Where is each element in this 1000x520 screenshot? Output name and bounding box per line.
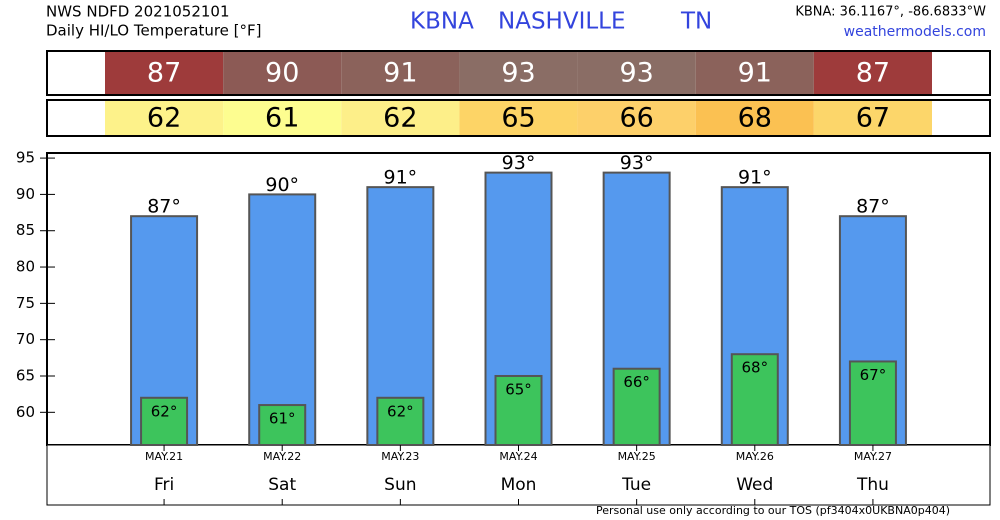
cell-value: 67 xyxy=(856,103,890,134)
y-tick-label: 95 xyxy=(16,149,35,167)
day-label: Sat xyxy=(268,475,296,495)
cell-value: 62 xyxy=(383,103,417,134)
lo-bar xyxy=(730,353,779,446)
cell-value: 91 xyxy=(383,58,417,89)
value-label: 62° xyxy=(387,402,414,420)
day-label: Thu xyxy=(856,475,889,495)
value-label: 62° xyxy=(151,402,178,420)
cell-value: 90 xyxy=(265,58,299,89)
value-label: 68° xyxy=(741,359,768,377)
x-tick-label: MAY.27 xyxy=(854,450,892,463)
cell xyxy=(459,101,578,135)
y-tick-label: 75 xyxy=(16,294,35,312)
cell xyxy=(105,52,224,94)
value-label: 93° xyxy=(620,152,654,174)
hi-bar xyxy=(248,193,317,446)
chart-title: NWS NDFD 2021052101 xyxy=(46,3,230,21)
value-label: 61° xyxy=(269,410,296,428)
value-label: 91° xyxy=(384,167,418,189)
y-tick-label: 80 xyxy=(16,258,35,276)
day-label: Tue xyxy=(621,475,651,495)
location: KBNA: 36.1167°, -86.6833°W xyxy=(795,5,986,20)
value-label: 93° xyxy=(502,152,536,174)
cell xyxy=(105,101,224,135)
value-label: 66° xyxy=(623,373,650,391)
y-tick-label: 60 xyxy=(16,403,35,421)
y-tick-label: 65 xyxy=(16,366,35,384)
value-label: 90° xyxy=(265,174,299,196)
x-tick-label: MAY.26 xyxy=(736,450,774,463)
cell xyxy=(223,52,342,94)
lo-bar xyxy=(140,396,189,447)
footer: Personal use only according to our TOS (… xyxy=(596,504,950,517)
cell-value: 62 xyxy=(147,103,181,134)
value-label: 65° xyxy=(505,380,532,398)
value-label: 67° xyxy=(860,366,887,384)
cell xyxy=(341,52,460,94)
site: weathermodels.com xyxy=(844,24,986,40)
cell-value: 91 xyxy=(738,58,772,89)
y-tick-label: 85 xyxy=(16,221,35,239)
cell-value: 87 xyxy=(147,58,181,89)
cell-value: 93 xyxy=(501,58,535,89)
lo-bar xyxy=(494,374,543,446)
day-label: Wed xyxy=(736,475,773,495)
day-label: Mon xyxy=(501,475,537,495)
cell-value: 61 xyxy=(265,103,299,134)
cell-value: 65 xyxy=(501,103,535,134)
cell xyxy=(341,101,460,135)
cell xyxy=(695,101,814,135)
lo-bar xyxy=(612,367,661,447)
x-tick-label: MAY.24 xyxy=(499,450,537,463)
cell xyxy=(223,101,342,135)
cell-value: 68 xyxy=(738,103,772,134)
cell-value: 66 xyxy=(619,103,653,134)
city: NASHVILLE xyxy=(498,9,626,35)
cell xyxy=(813,52,932,94)
value-label: 87° xyxy=(147,196,181,218)
day-label: Fri xyxy=(154,475,174,495)
chart-subtitle: Daily HI/LO Temperature [°F] xyxy=(46,22,262,40)
x-tick-label: MAY.22 xyxy=(263,450,301,463)
x-tick-label: MAY.21 xyxy=(145,450,183,463)
y-tick-label: 70 xyxy=(16,330,35,348)
cell-value: 87 xyxy=(856,58,890,89)
cell xyxy=(459,52,578,94)
cell xyxy=(577,101,696,135)
y-tick-label: 90 xyxy=(16,185,35,203)
date-frame xyxy=(46,444,991,506)
x-tick-label: MAY.25 xyxy=(618,450,656,463)
station: KBNA xyxy=(410,9,474,35)
cell xyxy=(577,52,696,94)
cell-value: 93 xyxy=(619,58,653,89)
value-label: 87° xyxy=(856,196,890,218)
lo-bar xyxy=(848,360,897,446)
x-tick-label: MAY.23 xyxy=(381,450,419,463)
cell xyxy=(695,52,814,94)
day-label: Sun xyxy=(384,475,416,495)
state: TN xyxy=(680,9,712,35)
cell xyxy=(813,101,932,135)
value-label: 91° xyxy=(738,167,772,189)
